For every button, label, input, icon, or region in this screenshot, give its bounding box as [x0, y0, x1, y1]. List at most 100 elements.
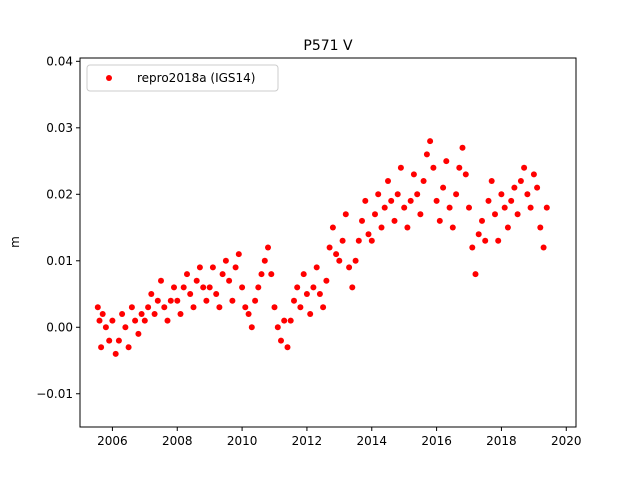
data-point — [196, 264, 203, 271]
data-point — [352, 257, 359, 264]
data-point — [164, 317, 171, 324]
data-point — [96, 317, 103, 324]
data-point — [466, 204, 472, 211]
data-point — [342, 211, 349, 218]
data-point — [423, 151, 430, 158]
data-point — [326, 244, 333, 251]
data-point — [449, 224, 456, 231]
data-point — [323, 277, 330, 284]
data-point — [427, 138, 434, 145]
data-point — [469, 244, 476, 251]
data-point — [336, 257, 343, 264]
data-point — [540, 244, 547, 251]
data-point — [300, 271, 307, 278]
y-axis-label: m — [8, 236, 22, 248]
data-point — [174, 297, 181, 304]
data-point — [102, 324, 109, 331]
data-point — [475, 231, 482, 238]
data-point — [291, 297, 297, 304]
data-point — [359, 217, 365, 224]
data-point — [521, 164, 528, 171]
data-point — [258, 271, 265, 278]
data-point — [495, 237, 502, 244]
data-point — [472, 271, 479, 278]
data-point — [530, 171, 537, 178]
data-point — [138, 311, 145, 317]
data-point — [417, 211, 424, 218]
x-tick-label: 2020 — [551, 434, 582, 448]
data-point — [294, 284, 301, 291]
data-point — [511, 184, 518, 191]
data-point — [219, 271, 226, 278]
data-point — [226, 277, 233, 284]
data-point — [394, 191, 401, 198]
data-point — [206, 284, 213, 291]
plot-area-frame — [79, 57, 577, 428]
y-tick-label: 0.04 — [46, 54, 73, 68]
data-point — [524, 191, 531, 198]
y-tick-label: 0.03 — [46, 121, 73, 135]
data-point — [537, 224, 544, 231]
legend: repro2018a (IGS14) — [86, 64, 279, 92]
data-point — [203, 297, 210, 304]
data-point — [222, 257, 229, 264]
data-point — [119, 311, 126, 317]
data-point — [281, 317, 288, 324]
data-point — [278, 337, 284, 344]
data-point — [433, 197, 440, 204]
data-point — [265, 244, 271, 251]
data-point — [485, 197, 492, 204]
data-point — [242, 304, 249, 311]
x-tick-label: 2010 — [227, 434, 258, 448]
data-point — [362, 197, 369, 204]
data-point — [372, 211, 378, 218]
data-point — [349, 284, 356, 291]
data-point — [407, 197, 414, 204]
data-point — [248, 324, 255, 331]
data-point — [333, 251, 340, 258]
data-point — [252, 297, 259, 304]
data-point — [456, 164, 463, 171]
data-point — [109, 317, 116, 324]
data-point — [112, 350, 119, 357]
data-point — [167, 297, 174, 304]
data-point — [410, 171, 417, 178]
data-point — [239, 284, 246, 291]
y-tick-label: 0.01 — [46, 254, 73, 268]
data-point — [414, 191, 421, 198]
data-point — [141, 317, 148, 324]
data-point — [148, 291, 155, 297]
y-tick-label: −0.01 — [36, 387, 73, 401]
data-point — [209, 264, 216, 271]
data-point — [501, 204, 508, 211]
data-point — [527, 204, 534, 211]
data-point — [125, 344, 132, 351]
data-point — [106, 337, 113, 344]
data-point — [187, 291, 194, 297]
data-points — [94, 138, 550, 357]
data-point — [284, 344, 291, 351]
data-point — [307, 311, 314, 317]
data-point — [365, 231, 372, 238]
data-point — [482, 237, 489, 244]
x-tick-label: 2012 — [292, 434, 323, 448]
data-point — [313, 264, 320, 271]
data-point — [355, 237, 362, 244]
y-tick-label: 0.02 — [46, 187, 73, 201]
data-point — [190, 304, 197, 311]
data-point — [232, 264, 239, 271]
data-point — [381, 204, 388, 211]
data-point — [245, 311, 252, 317]
data-point — [94, 304, 101, 311]
data-point — [504, 224, 511, 231]
data-point — [375, 191, 382, 198]
data-point — [462, 171, 469, 178]
data-point — [98, 344, 105, 351]
legend-box — [86, 64, 279, 92]
data-point — [316, 291, 323, 297]
data-point — [154, 297, 161, 304]
data-point — [508, 197, 515, 204]
data-point — [346, 264, 353, 271]
data-point — [184, 271, 190, 278]
